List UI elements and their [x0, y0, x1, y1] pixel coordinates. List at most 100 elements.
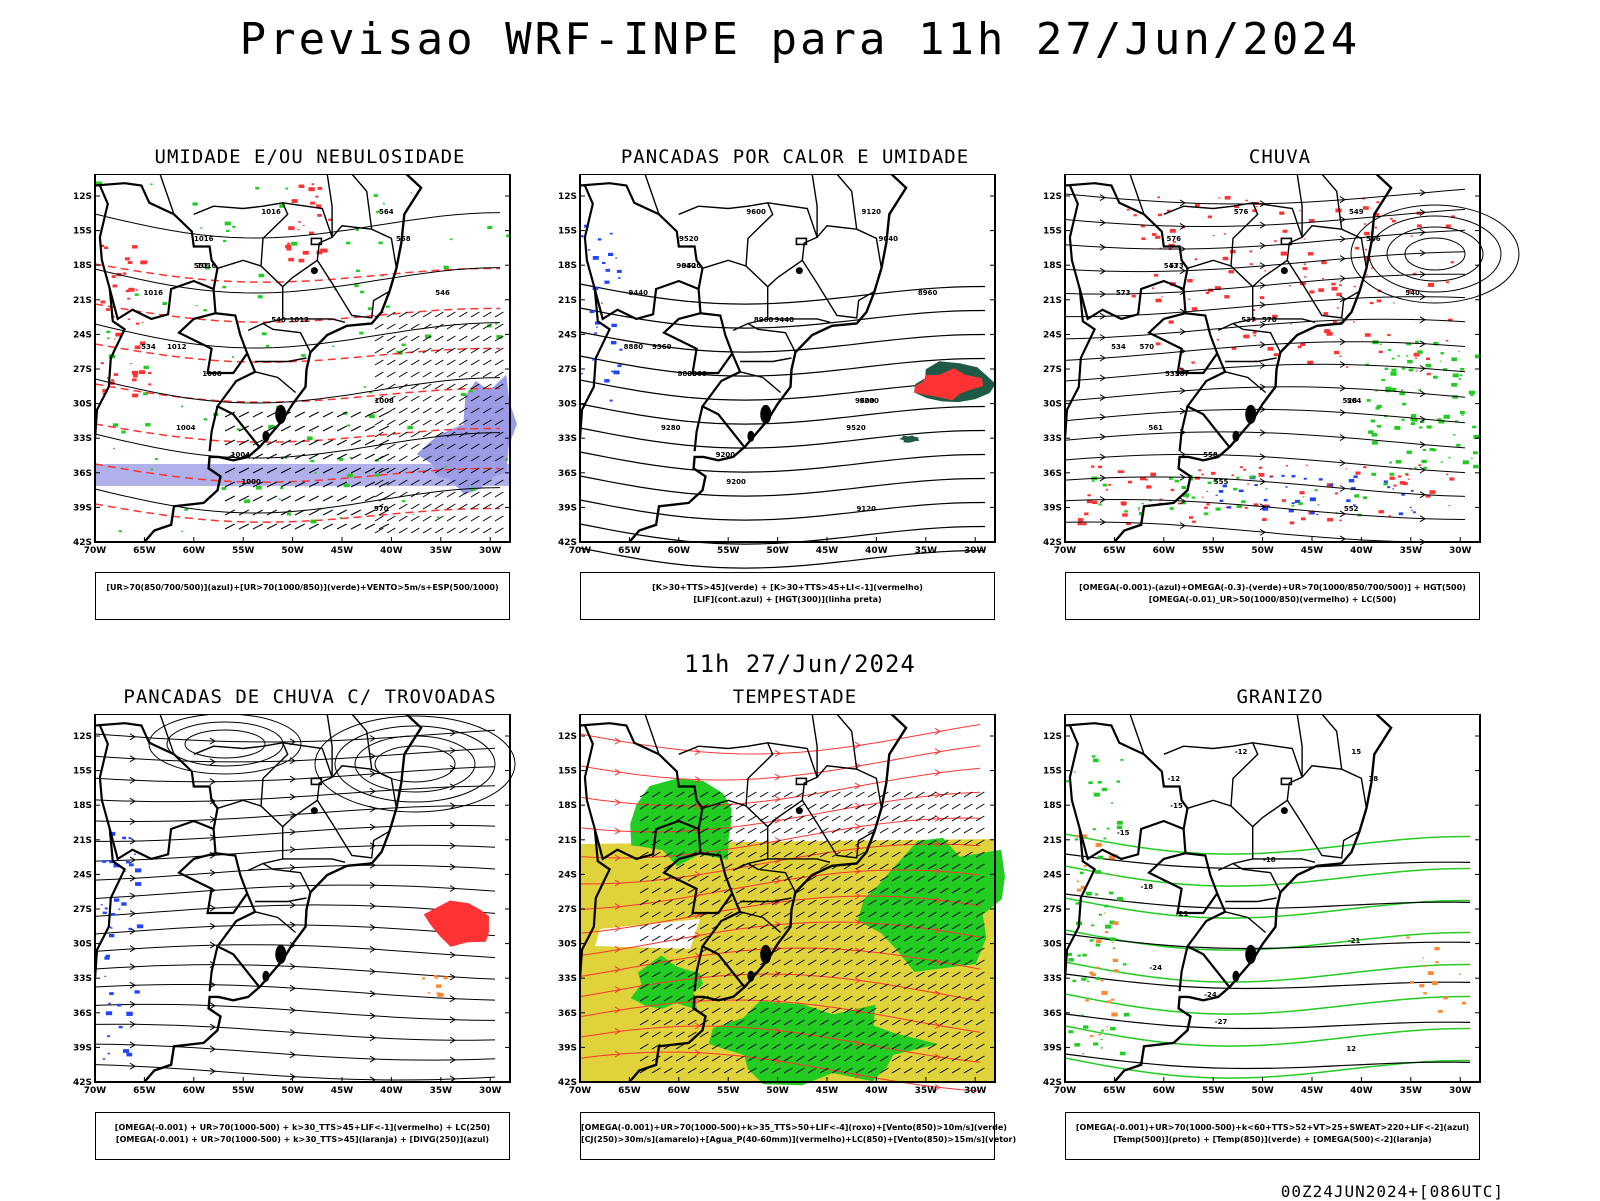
wind-vector: [843, 935, 853, 942]
streamline-850-arrow: [934, 1084, 941, 1091]
wind-vector: [747, 935, 757, 942]
omega-orange-speck: [1082, 834, 1087, 838]
wind-vector: [759, 983, 769, 990]
wind-vector: [470, 503, 480, 510]
wind-vector: [651, 1067, 661, 1074]
lon-label: 70W: [84, 546, 107, 556]
rain-green-speck: [1458, 378, 1462, 380]
run-footer: 00Z24JUN2024+[086UTC]: [1280, 1182, 1504, 1201]
wind-vector: [294, 411, 306, 418]
country-border: [1063, 828, 1097, 979]
lif-blue-contour: [602, 261, 606, 264]
contour-label: 1012: [167, 343, 187, 351]
wind-vector: [771, 935, 781, 942]
rain-red-speck: [1339, 284, 1342, 286]
wind-vector: [494, 395, 504, 402]
streamline-850-arrow: [694, 776, 701, 784]
wind-vector: [308, 411, 320, 418]
rain-red-speck: [1363, 466, 1367, 469]
omega-orange-speck: [1083, 865, 1087, 867]
lagoa-mirim: [747, 430, 755, 442]
lif-blue-contour: [617, 364, 622, 368]
rain-green-speck: [1379, 343, 1382, 345]
rain-blue-speck: [1285, 486, 1288, 488]
contour-label: 9600: [855, 397, 875, 405]
rain-green-speck: [1452, 395, 1458, 399]
wind-vector: [939, 899, 949, 906]
overlay-layer: [94, 714, 516, 1084]
rain-red-speck: [1216, 339, 1220, 341]
wind-vector: [699, 827, 709, 834]
wind-vector: [482, 371, 492, 378]
humidity-green-speck: [401, 343, 406, 347]
rain-red-speck: [1140, 224, 1146, 228]
wind-vector: [975, 839, 985, 846]
rain-red-speck: [1222, 256, 1229, 261]
reservoir: [1280, 267, 1288, 275]
humidity-green-speck: [226, 229, 230, 232]
wind-vector: [975, 971, 985, 978]
wind-vector: [927, 1031, 937, 1038]
lat-label: 42S: [558, 1078, 577, 1088]
wind-vector: [663, 815, 673, 822]
wind-vector: [687, 875, 697, 882]
wind-vector: [410, 395, 420, 402]
contour-label: 9520: [846, 424, 866, 432]
wind-vector: [398, 419, 408, 426]
streamline-850-arrow: [774, 773, 781, 781]
wind-vector: [819, 1067, 829, 1074]
contour-label: 9440: [775, 316, 795, 324]
temp850-speck: [1119, 1051, 1126, 1056]
rain-red-speck: [1285, 465, 1288, 467]
wind-vector: [410, 527, 420, 534]
rain-green-speck: [1391, 357, 1395, 360]
rain-red-speck: [1170, 488, 1175, 492]
wind-vector: [308, 425, 320, 432]
hgt300-contour: [579, 451, 986, 473]
thickness-red-speck: [133, 374, 138, 378]
wind-vector: [963, 995, 973, 1002]
rain-red-speck: [1262, 518, 1267, 521]
wind-vector: [963, 1067, 973, 1074]
divergence-blue-speck: [107, 1035, 111, 1038]
omega-orange-speck: [1409, 981, 1415, 984]
lat-label: 12S: [558, 192, 577, 202]
rain-green-speck: [1215, 507, 1221, 511]
streamline-arrow: [369, 881, 376, 889]
temp850-speck: [1112, 947, 1116, 949]
rain-red-speck: [1288, 285, 1291, 287]
country-border: [177, 852, 249, 915]
wind-vector: [855, 923, 865, 930]
streamline-arrow: [289, 901, 296, 909]
wind-vector: [386, 347, 396, 354]
wind-vector: [458, 395, 468, 402]
streamline-arrow: [369, 735, 376, 742]
wind-vector: [675, 1031, 685, 1038]
country-border: [94, 182, 260, 448]
wind-vector: [422, 371, 432, 378]
wind-vector: [975, 959, 985, 966]
lat-label: 21S: [1043, 296, 1062, 306]
contour-label: 1012: [290, 316, 310, 324]
rain-red-speck: [1264, 270, 1267, 272]
federal-district: [795, 777, 808, 786]
wind-vector: [831, 971, 841, 978]
wind-vector: [458, 419, 468, 426]
temp500-contour: [1064, 893, 1471, 910]
streamline-arrow: [1339, 295, 1346, 303]
rain-green-speck: [1372, 441, 1378, 445]
wind-vector: [266, 523, 278, 530]
wind-vector: [951, 935, 961, 942]
lon-label: 60W: [1153, 1086, 1176, 1096]
lat-label: 39S: [558, 503, 577, 513]
rain-red-speck: [1397, 475, 1402, 478]
lon-label: 50W: [281, 1086, 304, 1096]
rain-red-speck: [1336, 307, 1339, 309]
wind-vector: [294, 523, 306, 530]
humidity-green-speck: [224, 221, 231, 226]
wind-vector: [891, 1043, 901, 1050]
streamline-arrow: [129, 837, 136, 845]
wind-vector: [963, 1031, 973, 1038]
rain-blue-speck: [1291, 475, 1296, 478]
rain-green-speck: [1406, 342, 1412, 346]
